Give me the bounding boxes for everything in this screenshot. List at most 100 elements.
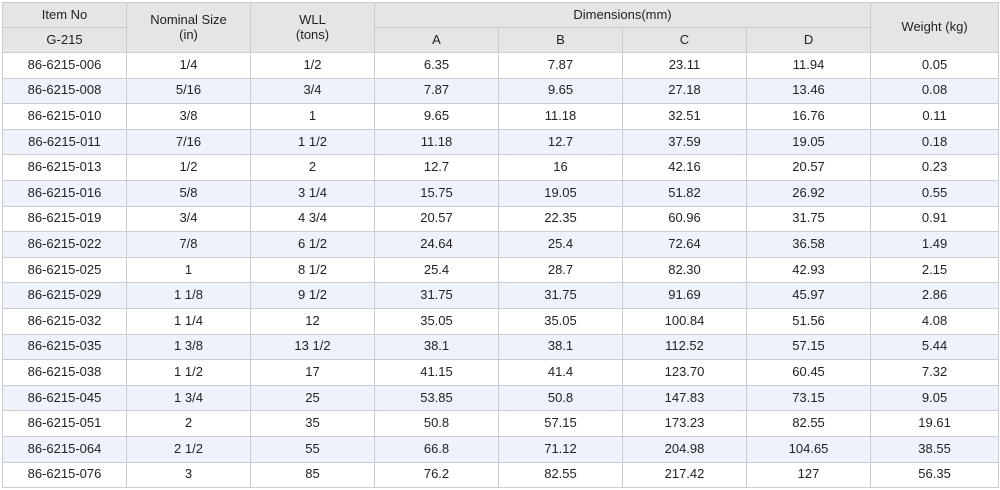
cell-dim-d: 36.58 [745, 231, 872, 258]
cell-weight: 1.49 [870, 231, 1000, 258]
cell-dim-c: 82.30 [622, 256, 747, 284]
cell-dim-b: 16 [498, 154, 623, 181]
cell-dim-a: 15.75 [374, 179, 499, 207]
cell-nominal-size: 1 1/4 [126, 307, 251, 335]
header-nominal-size-line1: Nominal Size [150, 11, 227, 27]
table-row: 86-6215-029 1 1/8 9 1/2 31.75 31.75 91.6… [2, 282, 1000, 309]
cell-dim-b: 38.1 [498, 333, 623, 361]
header-col-b: B [498, 27, 623, 53]
cell-nominal-size: 1/2 [126, 154, 251, 181]
cell-item-no: 86-6215-010 [2, 103, 127, 130]
cell-nominal-size: 2 [126, 410, 251, 437]
cell-dim-b: 25.4 [498, 231, 623, 258]
cell-weight: 19.61 [870, 410, 1000, 437]
cell-dim-b: 41.4 [498, 359, 623, 386]
cell-dim-c: 27.18 [622, 77, 747, 105]
cell-weight: 56.35 [870, 461, 1000, 489]
cell-wll: 12 [250, 307, 375, 335]
cell-nominal-size: 1 3/8 [126, 333, 251, 361]
cell-wll: 9 1/2 [250, 282, 375, 309]
table-row: 86-6215-076 3 85 76.2 82.55 217.42 127 5… [2, 461, 1000, 489]
cell-nominal-size: 2 1/2 [126, 435, 251, 463]
cell-dim-a: 9.65 [374, 103, 499, 130]
cell-dim-b: 9.65 [498, 77, 623, 105]
cell-dim-c: 23.11 [622, 52, 747, 79]
cell-dim-d: 19.05 [745, 128, 872, 156]
cell-item-no: 86-6215-051 [2, 410, 127, 437]
header-dimensions: Dimensions(mm) [373, 2, 872, 28]
table-row: 86-6215-011 7/16 1 1/2 11.18 12.7 37.59 … [2, 128, 1000, 156]
cell-wll: 8 1/2 [250, 256, 375, 284]
header-item-no: Item No [2, 2, 127, 28]
cell-dim-c: 112.52 [622, 333, 747, 361]
table-body: 86-6215-006 1/4 1/2 6.35 7.87 23.11 11.9… [2, 52, 1000, 489]
cell-item-no: 86-6215-076 [2, 461, 127, 489]
cell-nominal-size: 1 [126, 256, 251, 284]
cell-wll: 4 3/4 [250, 205, 375, 233]
cell-wll: 2 [250, 154, 375, 181]
header-nominal-size-line2: (in) [179, 26, 198, 42]
cell-weight: 5.44 [870, 333, 1000, 361]
cell-weight: 7.32 [870, 359, 1000, 386]
cell-dim-a: 31.75 [374, 282, 499, 309]
cell-weight: 9.05 [870, 384, 1000, 412]
cell-nominal-size: 3/8 [126, 103, 251, 130]
cell-dim-c: 60.96 [622, 205, 747, 233]
cell-dim-b: 35.05 [498, 307, 623, 335]
cell-dim-c: 217.42 [622, 461, 747, 489]
cell-nominal-size: 7/8 [126, 231, 251, 258]
cell-weight: 2.86 [870, 282, 1000, 309]
cell-dim-b: 82.55 [498, 461, 623, 489]
cell-dim-c: 204.98 [622, 435, 747, 463]
cell-weight: 0.18 [870, 128, 1000, 156]
cell-dim-d: 82.55 [745, 410, 872, 437]
cell-dim-c: 42.16 [622, 154, 747, 181]
cell-weight: 38.55 [870, 435, 1000, 463]
cell-dim-a: 7.87 [374, 77, 499, 105]
cell-item-no: 86-6215-025 [2, 256, 127, 284]
cell-item-no: 86-6215-038 [2, 359, 127, 386]
cell-dim-d: 60.45 [745, 359, 872, 386]
cell-weight: 0.11 [870, 103, 1000, 130]
cell-nominal-size: 1 3/4 [126, 384, 251, 412]
cell-item-no: 86-6215-032 [2, 307, 127, 335]
header-col-c: C [622, 27, 747, 53]
cell-item-no: 86-6215-011 [2, 128, 127, 156]
cell-dim-d: 127 [745, 461, 872, 489]
cell-item-no: 86-6215-064 [2, 435, 127, 463]
header-wll: WLL (tons) [250, 2, 375, 53]
table-row: 86-6215-022 7/8 6 1/2 24.64 25.4 72.64 3… [2, 231, 1000, 258]
cell-nominal-size: 7/16 [126, 128, 251, 156]
cell-dim-d: 45.97 [745, 282, 872, 309]
cell-wll: 3 1/4 [250, 179, 375, 207]
cell-dim-b: 19.05 [498, 179, 623, 207]
cell-dim-d: 57.15 [745, 333, 872, 361]
cell-dim-a: 76.2 [374, 461, 499, 489]
header-series: G-215 [2, 27, 127, 53]
cell-item-no: 86-6215-016 [2, 179, 127, 207]
cell-item-no: 86-6215-013 [2, 154, 127, 181]
cell-nominal-size: 1 1/2 [126, 359, 251, 386]
cell-dim-c: 72.64 [622, 231, 747, 258]
cell-dim-d: 42.93 [745, 256, 872, 284]
header-weight: Weight (kg) [870, 2, 1000, 53]
cell-dim-b: 31.75 [498, 282, 623, 309]
cell-weight: 0.08 [870, 77, 1000, 105]
cell-nominal-size: 3 [126, 461, 251, 489]
cell-wll: 1/2 [250, 52, 375, 79]
cell-dim-a: 53.85 [374, 384, 499, 412]
table-row: 86-6215-013 1/2 2 12.7 16 42.16 20.57 0.… [2, 154, 1000, 181]
cell-dim-a: 20.57 [374, 205, 499, 233]
table-row: 86-6215-025 1 8 1/2 25.4 28.7 82.30 42.9… [2, 256, 1000, 284]
table-row: 86-6215-064 2 1/2 55 66.8 71.12 204.98 1… [2, 435, 1000, 463]
cell-dim-b: 50.8 [498, 384, 623, 412]
table-row: 86-6215-008 5/16 3/4 7.87 9.65 27.18 13.… [2, 77, 1000, 105]
cell-item-no: 86-6215-006 [2, 52, 127, 79]
cell-item-no: 86-6215-029 [2, 282, 127, 309]
table-row: 86-6215-051 2 35 50.8 57.15 173.23 82.55… [2, 410, 1000, 437]
cell-weight: 2.15 [870, 256, 1000, 284]
cell-dim-d: 16.76 [745, 103, 872, 130]
cell-dim-d: 51.56 [745, 307, 872, 335]
cell-dim-c: 32.51 [622, 103, 747, 130]
cell-wll: 3/4 [250, 77, 375, 105]
